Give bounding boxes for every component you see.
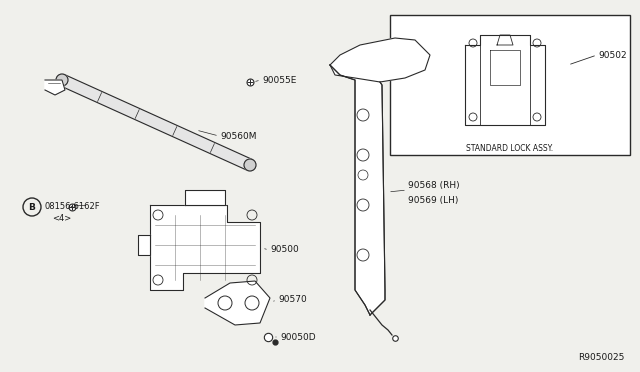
Bar — [480, 35, 530, 125]
Polygon shape — [45, 80, 65, 95]
Polygon shape — [185, 190, 225, 205]
Circle shape — [358, 170, 368, 180]
Polygon shape — [205, 281, 270, 325]
Circle shape — [56, 74, 68, 86]
Text: 90569 (LH): 90569 (LH) — [408, 196, 458, 205]
Polygon shape — [330, 65, 385, 315]
Polygon shape — [138, 235, 150, 255]
Circle shape — [357, 249, 369, 261]
Polygon shape — [465, 35, 545, 125]
Text: R9050025: R9050025 — [579, 353, 625, 362]
Polygon shape — [150, 205, 260, 290]
Circle shape — [245, 296, 259, 310]
Text: 90050D: 90050D — [280, 333, 316, 341]
Text: 90502: 90502 — [598, 51, 627, 60]
Text: 90568 (RH): 90568 (RH) — [408, 180, 460, 189]
Text: 90570: 90570 — [278, 295, 307, 305]
Text: 08156-6162F: 08156-6162F — [44, 202, 100, 211]
Polygon shape — [497, 35, 513, 45]
Text: STANDARD LOCK ASSY.: STANDARD LOCK ASSY. — [467, 144, 554, 153]
Circle shape — [244, 159, 256, 171]
Text: B: B — [29, 202, 35, 212]
Circle shape — [357, 199, 369, 211]
Text: 90055E: 90055E — [262, 76, 296, 84]
Circle shape — [357, 149, 369, 161]
Text: <4>: <4> — [52, 214, 71, 222]
Polygon shape — [330, 38, 430, 82]
Circle shape — [357, 109, 369, 121]
Circle shape — [218, 296, 232, 310]
Bar — [390, 15, 630, 155]
Polygon shape — [60, 74, 252, 170]
Text: 90560M: 90560M — [220, 131, 257, 141]
Text: 90500: 90500 — [270, 246, 299, 254]
